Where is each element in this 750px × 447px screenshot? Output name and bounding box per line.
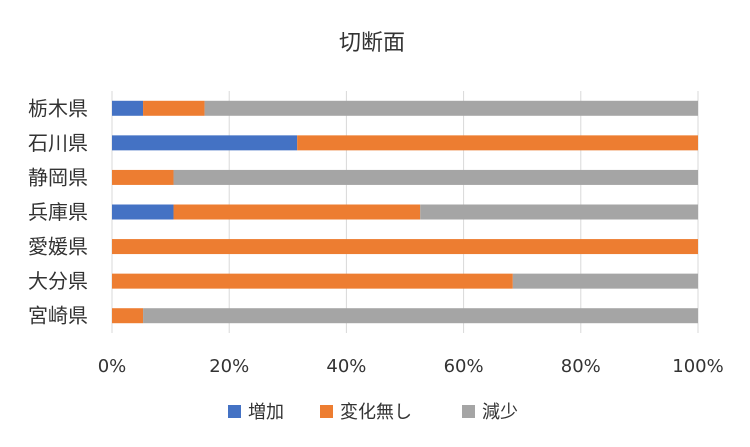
bar-segment <box>512 273 698 289</box>
legend-label: 減少 <box>482 402 518 423</box>
x-tick-label: 0% <box>98 356 127 377</box>
bar-segment <box>112 169 174 185</box>
category-label: 宮崎県 <box>28 304 88 328</box>
category-label: 大分県 <box>28 269 88 293</box>
x-tick-label: 100% <box>672 356 723 377</box>
bar-segment <box>112 308 144 324</box>
bar-segment <box>297 135 698 151</box>
bar-segment <box>112 100 144 116</box>
category-label: 兵庫県 <box>28 200 88 224</box>
category-label: 愛媛県 <box>28 235 88 259</box>
legend: 増加 変化無し 減少 <box>228 402 518 423</box>
bar-segment <box>112 239 698 255</box>
category-label: 石川県 <box>28 131 88 155</box>
category-label: 静岡県 <box>28 165 88 189</box>
bar-segment <box>112 273 513 289</box>
x-tick-labels: 0% 20% 40% 60% 80% 100% <box>98 356 724 377</box>
legend-label: 増加 <box>248 402 284 423</box>
x-tick-label: 20% <box>209 356 249 377</box>
bar-segment <box>173 169 698 185</box>
legend-label: 変化無し <box>340 402 412 423</box>
bars <box>112 100 699 324</box>
bar-segment <box>420 204 698 220</box>
legend-swatch <box>228 405 241 418</box>
legend-swatch <box>462 405 475 418</box>
bar-segment <box>173 204 421 220</box>
chart-title: 切断面 <box>339 31 405 56</box>
x-tick-label: 80% <box>561 356 601 377</box>
bar-segment <box>112 135 298 151</box>
category-label: 栃木県 <box>28 96 88 120</box>
x-tick-label: 40% <box>326 356 366 377</box>
bar-segment <box>204 100 698 116</box>
legend-swatch <box>320 405 333 418</box>
x-tick-label: 60% <box>444 356 484 377</box>
bar-segment <box>143 100 205 116</box>
bar-segment <box>112 204 174 220</box>
bar-segment <box>143 308 699 324</box>
